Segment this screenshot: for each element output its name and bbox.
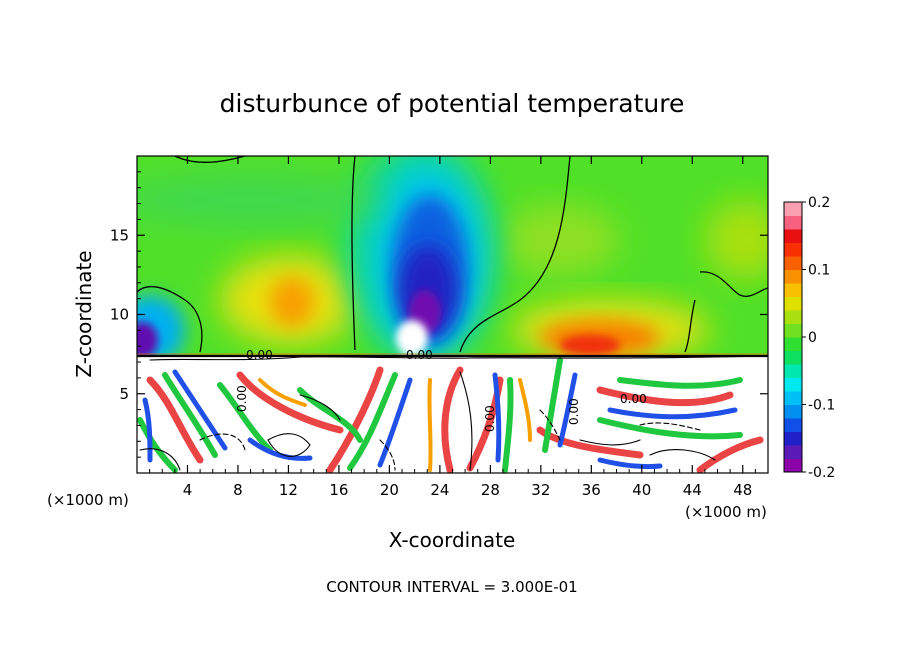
colorbar-band [784,431,802,446]
colorbar-band [784,283,802,297]
contour-label: 0.00 [235,385,249,412]
colorbar-band [784,418,802,432]
colorbar-tick-label: 0.2 [808,195,830,211]
colorbar-band [784,269,802,284]
colorbar-band [784,445,802,459]
lower-turbulence [137,355,768,473]
colorbar-band [784,337,802,351]
contour-label: 0.00 [406,348,433,362]
upper-anomalies [137,156,768,365]
y-tick-label: 10 [110,306,129,324]
colorbar-band [784,364,802,378]
x-tick-label: 36 [582,481,601,499]
colorbar-tick-label: -0.2 [808,465,835,481]
x-tick-label: 4 [183,481,193,499]
x-unit-right: (×1000 m) [685,503,767,521]
colorbar-band [784,310,802,324]
x-tick-label: 48 [733,481,752,499]
contour-label: 0.00 [567,398,581,425]
colorbar-band [784,229,802,243]
inversion-layer [137,353,768,358]
x-tick-label: 24 [430,481,449,499]
y-axis: 5 10 15 [110,171,768,458]
colorbar-band [784,296,802,311]
colorbar: 0.2 0.1 0 -0.1 -0.2 [783,195,835,481]
upper-contours [137,156,768,353]
colorbar-tick-label: 0 [808,330,817,346]
colorbar-band [784,256,802,270]
x-tick-label: 28 [481,481,500,499]
chart-title: disturbunce of potential temperature [220,89,685,118]
x-tick-label: 40 [632,481,651,499]
x-tick-label: 32 [531,481,550,499]
contour-labels: 0.00 0.00 0.00 0.00 0.00 0.00 [235,348,647,432]
colorbar-band [784,377,802,392]
contour-interval: CONTOUR INTERVAL = 3.000E-01 [326,578,577,596]
y-axis-label: Z-coordinate [72,250,96,377]
x-tick-label: 44 [683,481,702,499]
y-tick-label: 15 [110,226,129,244]
x-tick-label: 8 [233,481,243,499]
colorbar-tick-label: -0.1 [808,398,835,414]
colorbar-band [784,458,802,473]
contour-label: 0.00 [620,392,647,406]
y-tick-label: 5 [119,385,129,403]
colorbar-band [784,202,802,216]
x-tick-label: 16 [329,481,348,499]
colorbar-band [784,350,802,365]
colorbar-band [784,323,802,338]
colorbar-band [784,404,802,419]
x-unit-left: (×1000 m) [47,491,129,509]
x-tick-label: 12 [279,481,298,499]
plot-area [137,156,768,473]
colorbar-band [784,242,802,257]
colorbar-band [784,391,802,405]
x-axis: 4 8 12 16 20 24 28 32 36 40 44 48 [149,156,756,499]
colorbar-tick-label: 0.1 [808,263,830,279]
colorbar-band [784,215,802,230]
x-tick-label: 20 [380,481,399,499]
x-axis-label: X-coordinate [389,528,516,552]
contour-label: 0.00 [246,348,273,362]
contour-label: 0.00 [483,405,497,432]
